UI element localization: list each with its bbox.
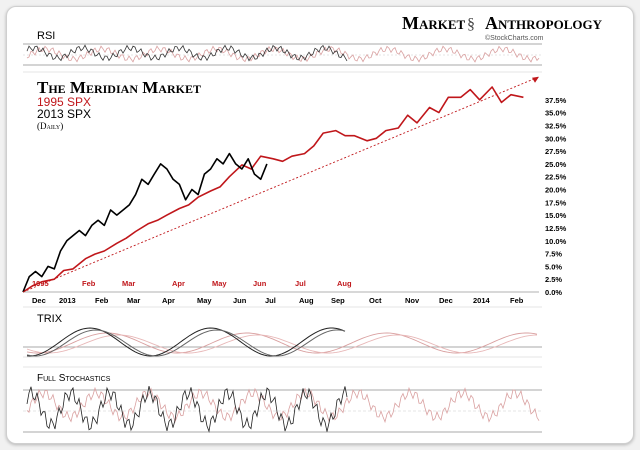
trix-1995-line-a	[26, 332, 538, 354]
trix-2013-line-b	[26, 329, 346, 357]
chart-svg: Market § Anthropology ©StockCharts.com R…	[22, 13, 603, 433]
x-tick-1995: Apr	[172, 279, 185, 288]
y-tick-label: 5.0%	[545, 262, 562, 271]
legend-1995: 1995 SPX	[37, 95, 91, 109]
x-tick-2013: Apr	[162, 296, 175, 305]
trix-panel: TRIX	[23, 313, 542, 358]
stoch-label: Full Stochastics	[37, 373, 111, 384]
stoch-panel: Full Stochastics	[23, 373, 542, 433]
x-tick-1995: Jun	[253, 279, 267, 288]
y-tick-label: 7.5%	[545, 250, 562, 259]
trix-1995-line-b	[26, 334, 538, 354]
x-tick-2013: Nov	[405, 296, 420, 305]
x-tick-1995: Feb	[82, 279, 96, 288]
x-tick-2013: Feb	[510, 296, 524, 305]
x-tick-2013: Sep	[331, 296, 345, 305]
dna-icon: §	[467, 16, 475, 33]
x-tick-2013: Aug	[299, 296, 314, 305]
x-tick-2013: 2014	[473, 296, 491, 305]
chart-title: The Meridian Market	[37, 78, 201, 97]
y-tick-label: 27.5%	[545, 147, 567, 156]
y-tick-label: 15.0%	[545, 211, 567, 220]
y-tick-label: 22.5%	[545, 173, 567, 182]
stoch-2013-line	[26, 386, 348, 433]
chart-frame: Market § Anthropology ©StockCharts.com R…	[6, 6, 634, 444]
y-tick-label: 25.0%	[545, 160, 567, 169]
rsi-1995-line	[26, 45, 540, 63]
x-tick-2013: Oct	[369, 296, 382, 305]
y-tick-label: 12.5%	[545, 224, 567, 233]
x-axis-2013-labels: Dec 2013 Feb Mar Apr May Jun Jul Aug Sep Oct Nov Dec…	[32, 296, 524, 305]
y-tick-label: 20.0%	[545, 186, 567, 195]
x-tick-1995: Aug	[337, 279, 352, 288]
x-tick-2013: Dec	[32, 296, 46, 305]
y-axis-ticks: 0.0% 2.5% 5.0% 7.5% 10.0% 12.5% 15.0% 17.5% 20.0…	[545, 96, 567, 297]
x-tick-2013: May	[197, 296, 212, 305]
x-tick-1995: 1995	[32, 279, 49, 288]
y-tick-label: 10.0%	[545, 237, 567, 246]
x-tick-1995: Jul	[295, 279, 306, 288]
y-tick-label: 32.5%	[545, 121, 567, 130]
x-tick-2013: Jul	[265, 296, 276, 305]
x-tick-1995: May	[212, 279, 227, 288]
y-tick-label: 0.0%	[545, 288, 562, 297]
rsi-label: RSI	[37, 30, 55, 42]
stoch-1995-line	[26, 386, 540, 424]
x-tick-2013: Jun	[233, 296, 247, 305]
rsi-panel: RSI	[23, 30, 542, 66]
x-tick-2013: Feb	[95, 296, 109, 305]
main-plot	[22, 76, 540, 293]
legend-daily: (Daily)	[37, 121, 63, 131]
x-tick-2013: 2013	[59, 296, 76, 305]
brand-credit: ©StockCharts.com	[485, 34, 544, 42]
x-tick-2013: Mar	[127, 296, 140, 305]
x-tick-1995: Mar	[122, 279, 135, 288]
legend-2013: 2013 SPX	[37, 107, 91, 121]
x-tick-2013: Dec	[439, 296, 453, 305]
trend-line	[22, 76, 540, 293]
y-tick-label: 35.0%	[545, 109, 567, 118]
x-axis-1995-labels: 1995 Feb Mar Apr May Jun Jul Aug	[32, 279, 352, 288]
series-1995-spx	[22, 86, 524, 293]
brand-left: Market	[402, 13, 466, 33]
series-2013-spx	[22, 152, 268, 293]
y-tick-label: 2.5%	[545, 275, 562, 284]
trix-2013-line-a	[26, 327, 346, 357]
y-tick-label: 17.5%	[545, 198, 567, 207]
trix-label: TRIX	[37, 313, 63, 325]
y-tick-label: 30.0%	[545, 134, 567, 143]
rsi-2013-line	[26, 44, 348, 62]
trend-arrow-icon	[532, 76, 539, 83]
y-tick-label: 37.5%	[545, 96, 567, 105]
brand-right: Anthropology	[485, 13, 603, 33]
